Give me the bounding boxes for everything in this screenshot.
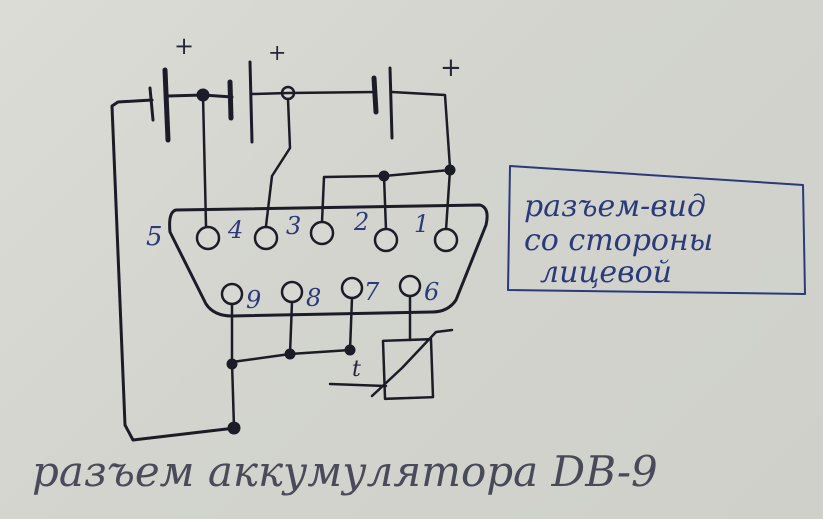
pin-label-5: 5 (146, 222, 163, 252)
battery-2 (227, 60, 254, 144)
note-line-1: разъем-вид (524, 189, 706, 224)
pin-6 (398, 274, 422, 298)
plus-sign-2: + (268, 41, 286, 66)
pin-9 (220, 282, 244, 306)
pin-label-1: 1 (414, 210, 429, 238)
junction-node (226, 358, 238, 370)
db9-shell (168, 203, 489, 318)
plus-sign-3: + (440, 53, 462, 83)
junction-node (227, 421, 241, 435)
plus-sign-1: + (174, 32, 194, 60)
diagram-caption: разъем аккумулятора DB-9 (32, 447, 658, 496)
thermistor (328, 328, 454, 401)
pin-label-6: 6 (424, 278, 439, 306)
pin-2 (309, 220, 335, 246)
pin-4 (195, 225, 221, 251)
pin-1b (433, 227, 459, 253)
pin-3 (253, 225, 279, 251)
junction-node (284, 348, 296, 360)
pin-8 (280, 280, 304, 304)
pin-label-2: 2 (353, 208, 369, 236)
note-line-2: со стороны (524, 223, 713, 258)
thermistor-label: t (352, 357, 361, 382)
pin-label-3: 3 (286, 212, 301, 240)
pin-label-7: 7 (364, 278, 380, 306)
note-box (507, 165, 806, 295)
battery-3 (371, 66, 394, 140)
pin-1 (373, 227, 399, 253)
battery-wires (110, 90, 452, 442)
junction-node (344, 344, 356, 356)
pin-wires (201, 93, 452, 232)
pin-7 (340, 276, 364, 300)
pin-label-9: 9 (246, 286, 261, 314)
battery-1 (148, 67, 171, 143)
note-line-3: лицевой (540, 255, 672, 290)
pin-label-4: 4 (227, 216, 243, 244)
pin-label-8: 8 (306, 284, 321, 312)
